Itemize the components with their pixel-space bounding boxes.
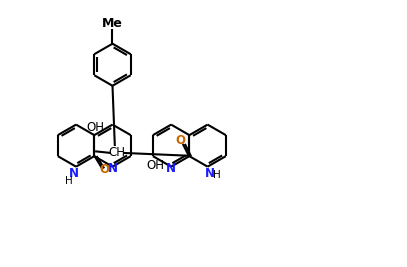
Text: OH: OH (146, 159, 164, 172)
Text: N: N (69, 167, 79, 180)
Text: CH: CH (108, 146, 125, 159)
Text: Me: Me (102, 17, 123, 30)
Text: H: H (64, 176, 72, 186)
Text: N: N (166, 162, 176, 175)
Text: O: O (100, 163, 110, 176)
Text: O: O (175, 134, 185, 147)
Text: H: H (213, 170, 221, 180)
Text: OH: OH (86, 120, 104, 134)
Text: N: N (107, 162, 118, 175)
Text: N: N (205, 167, 214, 180)
